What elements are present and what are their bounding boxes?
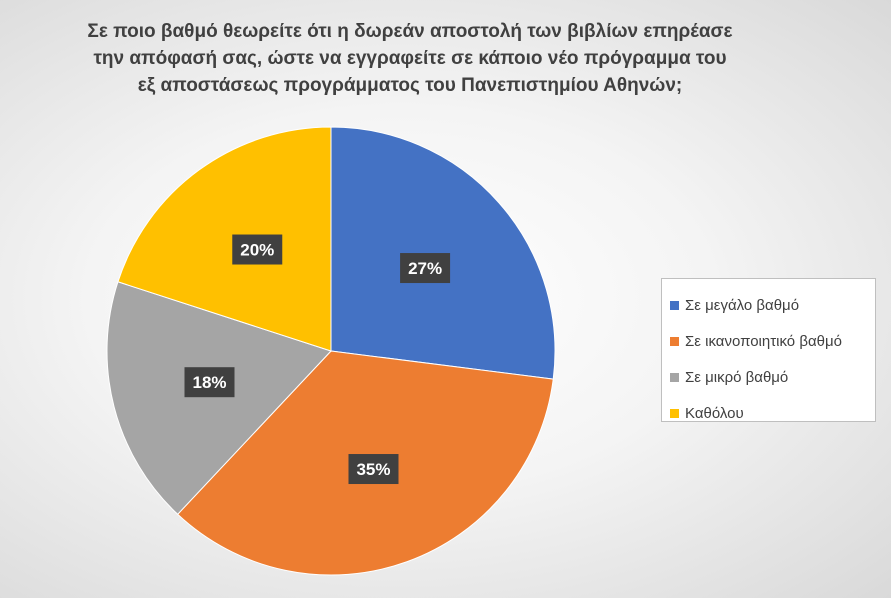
- legend-item-satisfactory-degree: Σε ικανοποιητικό βαθμό: [670, 323, 875, 359]
- chart-title-line-1: Σε ποιο βαθμό θεωρείτε ότι η δωρεάν αποσ…: [87, 21, 733, 42]
- chart-title-line-2: την απόφασή σας, ώστε να εγγραφείτε σε κ…: [93, 48, 727, 69]
- data-label-box: [400, 253, 451, 284]
- data-label-box: [232, 234, 283, 265]
- chart-title-line-3: εξ αποστάσεως προγράμματος του Πανεπιστη…: [137, 75, 683, 96]
- legend-label: Καθόλου: [685, 404, 744, 422]
- pie-slice-small-degree: [106, 281, 332, 515]
- legend-label: Σε ικανοποιητικό βαθμό: [685, 332, 842, 350]
- data-label-text: 20%: [240, 241, 274, 260]
- legend-item-not-at-all: Καθόλου: [670, 395, 875, 431]
- chart-title: Σε ποιο βαθμό θεωρείτε ότι η δωρεάν αποσ…: [40, 18, 780, 99]
- pie-slice-not-at-all: [117, 126, 332, 352]
- data-label-box: [348, 454, 399, 485]
- legend-swatch: [670, 408, 679, 418]
- data-label: 27%: [400, 253, 451, 284]
- data-label-text: 35%: [356, 460, 390, 479]
- legend: Σε μεγάλο βαθμό Σε ικανοποιητικό βαθμό Σ…: [661, 278, 876, 422]
- legend-item-small-degree: Σε μικρό βαθμό: [670, 359, 875, 395]
- legend-item-large-degree: Σε μεγάλο βαθμό: [670, 287, 875, 323]
- pie-slice-large-degree: [330, 126, 556, 380]
- data-label: 20%: [232, 234, 283, 265]
- data-label: 18%: [184, 367, 235, 398]
- data-label: 35%: [348, 454, 399, 485]
- legend-swatch: [670, 372, 679, 382]
- legend-label: Σε μεγάλο βαθμό: [685, 296, 800, 314]
- data-label-text: 18%: [192, 373, 226, 392]
- legend-label: Σε μικρό βαθμό: [685, 368, 789, 386]
- data-label-text: 27%: [408, 259, 442, 278]
- data-label-box: [184, 367, 235, 398]
- legend-swatch: [670, 336, 679, 346]
- legend-swatch: [670, 300, 679, 310]
